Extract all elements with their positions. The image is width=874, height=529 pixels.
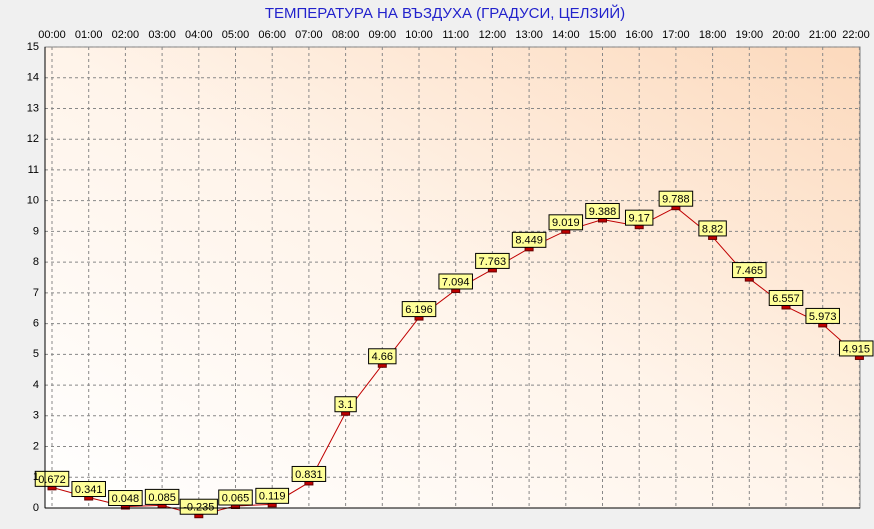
value-label-box bbox=[768, 289, 804, 306]
value-label-box bbox=[438, 273, 473, 290]
x-tick-label: 07:00 bbox=[295, 29, 323, 41]
value-label-box bbox=[475, 252, 510, 269]
value-label: 0.672 bbox=[38, 474, 66, 486]
x-tick-label: 13:00 bbox=[515, 29, 543, 41]
value-label: 0.085 bbox=[148, 492, 176, 504]
value-label-box bbox=[334, 396, 357, 413]
x-tick-label: 17:00 bbox=[662, 29, 690, 41]
value-label-box bbox=[698, 220, 727, 237]
y-tick-label: 3 bbox=[33, 410, 39, 422]
value-label-box bbox=[401, 301, 437, 318]
x-tick-label: 01:00 bbox=[75, 29, 103, 41]
y-tick-label: 5 bbox=[33, 348, 39, 360]
x-tick-label: 16:00 bbox=[625, 29, 653, 41]
value-label: 0.119 bbox=[259, 491, 286, 503]
y-tick-label: 7 bbox=[33, 287, 39, 299]
value-label: 3.1 bbox=[338, 399, 353, 411]
y-tick-label: 1 bbox=[33, 471, 39, 483]
y-tick-label: 13 bbox=[27, 102, 39, 114]
value-label: 0.065 bbox=[222, 492, 250, 504]
x-tick-label: 11:00 bbox=[442, 29, 469, 41]
x-tick-label: 05:00 bbox=[222, 29, 250, 41]
x-tick-label: 12:00 bbox=[479, 29, 507, 41]
value-label: 0.048 bbox=[112, 493, 140, 505]
x-tick-label: 09:00 bbox=[369, 29, 397, 41]
x-tick-label: 21:00 bbox=[809, 29, 837, 41]
value-label-box bbox=[291, 465, 327, 482]
value-label-box bbox=[624, 209, 654, 226]
value-label-box bbox=[585, 202, 620, 219]
x-tick-label: 14:00 bbox=[552, 29, 580, 41]
y-tick-label: 9 bbox=[33, 225, 39, 237]
value-label-box bbox=[255, 487, 290, 504]
chart-title: ТЕМПЕРАТУРА НА ВЪЗДУХА (ГРАДУСИ, ЦЕЛЗИЙ) bbox=[265, 4, 625, 22]
value-label: 4.915 bbox=[842, 343, 870, 355]
value-label-box bbox=[511, 231, 547, 248]
value-label: 8.449 bbox=[515, 235, 543, 247]
value-label: 9.788 bbox=[662, 194, 690, 206]
x-tick-label: 00:00 bbox=[38, 29, 66, 41]
x-tick-label: 02:00 bbox=[112, 29, 140, 41]
value-label: 9.019 bbox=[552, 217, 580, 229]
value-label: 6.557 bbox=[772, 293, 800, 305]
y-tick-label: 10 bbox=[27, 195, 39, 207]
value-label-box bbox=[805, 307, 840, 324]
x-tick-label: 22:00 bbox=[842, 29, 870, 41]
x-tick-label: 03:00 bbox=[148, 29, 176, 41]
y-tick-label: 12 bbox=[27, 133, 39, 145]
y-tick-label: 8 bbox=[33, 256, 39, 268]
x-tick-label: 20:00 bbox=[772, 29, 800, 41]
value-label-box bbox=[71, 481, 106, 498]
y-tick-label: 11 bbox=[28, 164, 39, 176]
y-tick-label: 2 bbox=[33, 440, 39, 452]
x-tick-label: 10:00 bbox=[405, 29, 433, 41]
value-label-box bbox=[732, 262, 767, 279]
y-tick-label: 14 bbox=[27, 72, 39, 84]
x-tick-label: 15:00 bbox=[589, 29, 617, 41]
x-tick-label: 19:00 bbox=[736, 29, 764, 41]
value-label: 7.763 bbox=[479, 256, 507, 268]
value-label-box bbox=[108, 490, 143, 507]
value-label-box bbox=[838, 340, 874, 357]
value-label: 8.82 bbox=[702, 223, 723, 235]
value-label: 7.094 bbox=[442, 276, 470, 288]
value-label: 4.66 bbox=[372, 351, 393, 363]
value-label: 0.341 bbox=[75, 484, 103, 496]
value-label-box bbox=[548, 214, 584, 231]
y-tick-label: 4 bbox=[33, 379, 39, 391]
x-tick-label: 04:00 bbox=[185, 29, 213, 41]
value-label-box bbox=[144, 488, 180, 505]
value-label: 9.388 bbox=[589, 206, 617, 218]
value-label-box bbox=[218, 489, 253, 506]
value-label: 6.196 bbox=[405, 304, 433, 316]
value-label-box bbox=[179, 498, 218, 515]
y-tick-label: 6 bbox=[33, 318, 39, 330]
value-label-box bbox=[658, 190, 694, 207]
x-tick-label: 08:00 bbox=[332, 29, 360, 41]
x-tick-label: 06:00 bbox=[258, 29, 286, 41]
value-label: 9.17 bbox=[628, 213, 649, 225]
value-label: 7.465 bbox=[736, 265, 764, 277]
y-tick-label: 0 bbox=[33, 502, 39, 514]
value-label-box bbox=[368, 348, 397, 365]
value-label: 5.973 bbox=[809, 311, 837, 323]
y-tick-label: 15 bbox=[27, 41, 39, 53]
value-label-box bbox=[34, 470, 70, 487]
value-label: 0.831 bbox=[295, 469, 323, 481]
grid bbox=[45, 46, 860, 509]
x-tick-label: 18:00 bbox=[699, 29, 727, 41]
